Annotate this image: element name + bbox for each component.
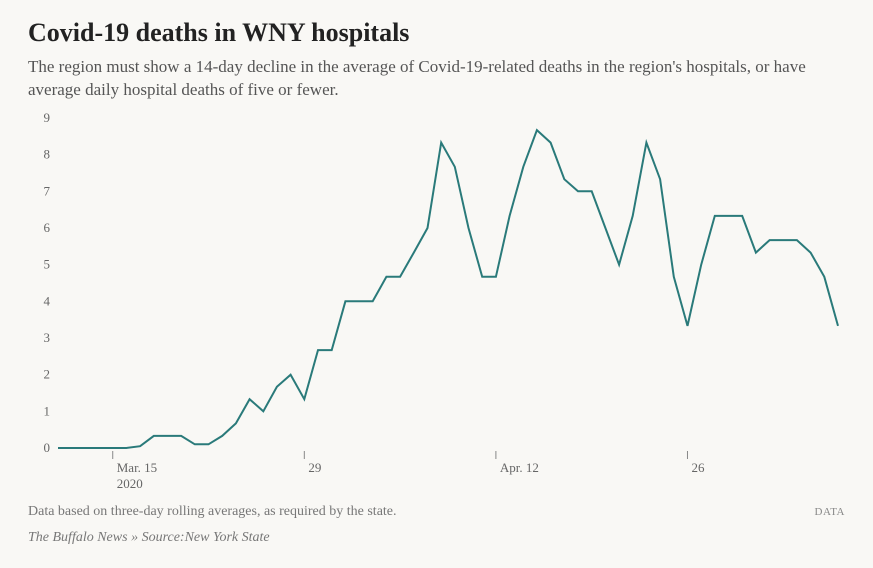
svg-text:26: 26: [691, 460, 705, 475]
svg-text:2: 2: [44, 367, 51, 382]
chart-container: 0 1 2 3 4 5 6 7 8 9 Mar. 152020 29 Apr. 12 26: [28, 112, 848, 492]
svg-text:5: 5: [44, 257, 51, 272]
svg-text:29: 29: [308, 460, 321, 475]
svg-text:2020: 2020: [117, 476, 143, 491]
svg-text:1: 1: [44, 403, 51, 418]
svg-text:4: 4: [44, 293, 51, 308]
source-publication: The Buffalo News: [28, 530, 128, 545]
chart-title: Covid-19 deaths in WNY hospitals: [28, 18, 845, 48]
source-line: The Buffalo News » Source:New York State: [28, 530, 845, 546]
svg-text:9: 9: [44, 112, 51, 125]
svg-text:8: 8: [44, 147, 51, 162]
svg-text:6: 6: [44, 220, 51, 235]
source-separator: »: [128, 530, 142, 545]
footer-note: Data based on three-day rolling averages…: [28, 504, 397, 520]
line-chart: 0 1 2 3 4 5 6 7 8 9 Mar. 152020 29 Apr. 12 26: [28, 112, 848, 492]
svg-text:Mar. 15: Mar. 15: [117, 460, 157, 475]
svg-text:Apr. 12: Apr. 12: [500, 460, 539, 475]
chart-subtitle: The region must show a 14-day decline in…: [28, 56, 828, 102]
svg-text:7: 7: [44, 183, 51, 198]
svg-text:3: 3: [44, 330, 51, 345]
data-link[interactable]: DATA: [815, 506, 845, 518]
source-text: Source:New York State: [142, 530, 270, 545]
svg-text:0: 0: [44, 440, 51, 455]
